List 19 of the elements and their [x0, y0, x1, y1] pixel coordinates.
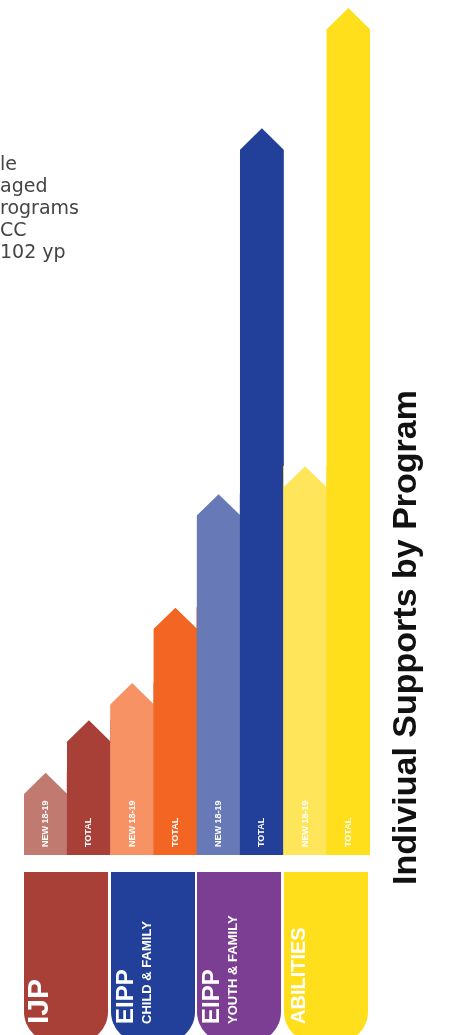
- text: Indiviual Supports by Program: [385, 389, 424, 885]
- x-tick-label: TOTAL: [83, 817, 94, 847]
- x-tick-label: NEW 18-19: [126, 800, 137, 847]
- x-tick-label: NEW 18-19: [299, 800, 310, 847]
- x-tick-label: NEW 18-19: [213, 800, 224, 847]
- annotation: le aged rograms CC 102 yp: [0, 152, 79, 262]
- x-tick-label: TOTAL: [256, 817, 267, 847]
- bar: [196, 493, 241, 855]
- bar: [239, 127, 284, 855]
- x-tick-label: NEW 18-19: [40, 800, 51, 847]
- label-tab: EIPP CHILD & FAMILY: [110, 872, 195, 1035]
- bar: [283, 465, 328, 855]
- label-tab: ABILITIES: [283, 872, 368, 1035]
- label-tab: EIPP YOUTH & FAMILY: [197, 872, 281, 1035]
- x-tick-label: TOTAL: [342, 817, 353, 847]
- label-tab: IJP: [24, 872, 108, 1035]
- bar: [153, 607, 198, 855]
- bar: [326, 8, 370, 855]
- x-tick-label: TOTAL: [169, 817, 180, 847]
